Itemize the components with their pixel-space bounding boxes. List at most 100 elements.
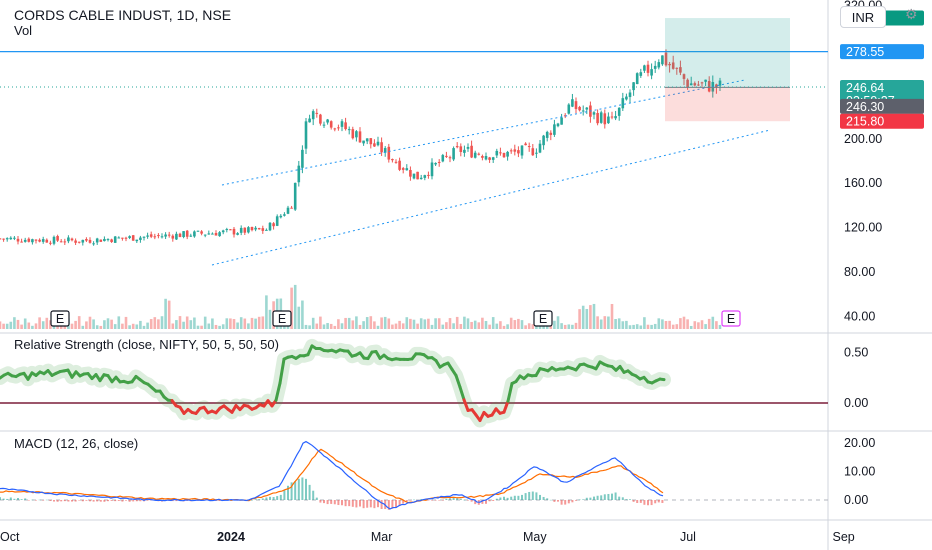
volume-bar bbox=[225, 318, 229, 329]
volume-bar bbox=[466, 318, 470, 329]
volume-bar bbox=[502, 325, 506, 329]
macd-hist-bar bbox=[17, 498, 19, 500]
volume-bar bbox=[704, 324, 707, 329]
volume-bar bbox=[167, 300, 171, 329]
macd-hist-bar bbox=[269, 496, 271, 500]
candle-body bbox=[171, 235, 175, 239]
volume-bar bbox=[430, 324, 434, 329]
macd-hist-bar bbox=[261, 498, 264, 500]
candle-body bbox=[545, 131, 549, 138]
channel-lower-line bbox=[211, 129, 771, 266]
macd-hist-bar bbox=[326, 500, 329, 505]
volume-bar bbox=[185, 316, 189, 329]
volume-bar bbox=[445, 322, 448, 329]
volume-bar bbox=[484, 320, 488, 329]
volume-bar bbox=[99, 325, 103, 329]
candle-body bbox=[481, 156, 484, 158]
candle-body bbox=[473, 152, 477, 158]
volume-bar bbox=[103, 320, 106, 329]
macd-hist-bar bbox=[481, 500, 484, 504]
volume-bar bbox=[661, 319, 664, 329]
gear-icon[interactable]: ⚙ bbox=[905, 6, 918, 22]
candle-body bbox=[578, 106, 581, 111]
candle-body bbox=[599, 112, 603, 123]
volume-bar bbox=[376, 325, 380, 329]
candle-body bbox=[553, 124, 556, 135]
macd-hist-bar bbox=[359, 500, 361, 507]
macd-hist-bar bbox=[506, 497, 509, 500]
volume-bar bbox=[473, 320, 477, 329]
rs-panel-title: Relative Strength (close, NIFTY, 50, 5, … bbox=[14, 337, 279, 352]
volume-bar bbox=[113, 324, 117, 329]
macd-hist-bar bbox=[402, 500, 405, 504]
volume-label: Vol bbox=[14, 23, 33, 38]
macd-tick-label: 0.00 bbox=[844, 493, 868, 507]
volume-bar bbox=[290, 287, 293, 329]
candle-body bbox=[531, 148, 535, 156]
candle-body bbox=[401, 168, 405, 170]
volume-bar bbox=[34, 323, 38, 329]
macd-hist-bar bbox=[333, 500, 336, 505]
volume-bar bbox=[337, 319, 340, 329]
candle-body bbox=[23, 239, 27, 242]
volume-bar bbox=[340, 323, 344, 329]
volume-bar bbox=[373, 321, 376, 329]
volume-bar bbox=[455, 316, 459, 329]
candle-body bbox=[27, 238, 31, 242]
volume-bar bbox=[0, 321, 2, 329]
volume-bar bbox=[560, 323, 563, 329]
macd-hist-bar bbox=[409, 500, 412, 501]
volume-bar bbox=[128, 325, 131, 329]
macd-hist-bar bbox=[35, 500, 37, 501]
volume-bar bbox=[394, 323, 398, 329]
volume-bar bbox=[585, 308, 589, 329]
volume-bar bbox=[700, 320, 704, 329]
macd-hist-bar bbox=[427, 500, 430, 501]
candle-body bbox=[394, 161, 398, 163]
macd-hist-bar bbox=[524, 493, 527, 500]
candle-body bbox=[268, 222, 272, 231]
macd-hist-bar bbox=[546, 498, 549, 500]
macd-hist-bar bbox=[614, 492, 617, 500]
macd-hist-bar bbox=[92, 500, 95, 502]
currency-button[interactable]: INR bbox=[840, 6, 886, 28]
candle-body bbox=[301, 149, 304, 168]
candle-body bbox=[671, 62, 675, 69]
candle-body bbox=[275, 216, 279, 226]
macd-hist-bar bbox=[499, 497, 502, 500]
macd-hist-bar bbox=[456, 497, 459, 500]
volume-bar bbox=[531, 324, 535, 329]
volume-bar bbox=[527, 323, 531, 329]
volume-bar bbox=[142, 325, 146, 329]
volume-bar bbox=[628, 325, 632, 329]
macd-panel-title: MACD (12, 26, close) bbox=[14, 436, 139, 451]
rs-glow bbox=[0, 338, 671, 428]
macd-hist-bar bbox=[341, 500, 343, 506]
candle-body bbox=[135, 239, 139, 242]
x-tick-label: Sep bbox=[833, 530, 855, 544]
volume-bar bbox=[85, 321, 88, 329]
x-tick-label: Jul bbox=[680, 530, 696, 544]
volume-bar bbox=[229, 318, 232, 329]
candle-body bbox=[99, 239, 103, 242]
macd-hist-bar bbox=[63, 500, 66, 502]
rs-tick-label: 0.50 bbox=[844, 346, 868, 360]
macd-hist-bar bbox=[513, 495, 516, 500]
macd-hist-bar bbox=[485, 500, 487, 504]
macd-hist-bar bbox=[301, 477, 304, 500]
candle-body bbox=[358, 131, 362, 143]
candle-body bbox=[2, 238, 5, 240]
volume-bar bbox=[178, 316, 182, 329]
candle-body bbox=[549, 132, 553, 135]
volume-bar bbox=[31, 325, 34, 329]
candle-body bbox=[31, 239, 34, 243]
volume-bar bbox=[632, 324, 635, 329]
macd-hist-bar bbox=[128, 500, 131, 502]
macd-hist-bar bbox=[474, 500, 477, 505]
candle-body bbox=[239, 227, 243, 233]
macd-hist-bar bbox=[575, 500, 577, 501]
candle-body bbox=[344, 122, 347, 130]
macd-hist-bar bbox=[380, 500, 383, 509]
volume-bar bbox=[452, 323, 455, 329]
